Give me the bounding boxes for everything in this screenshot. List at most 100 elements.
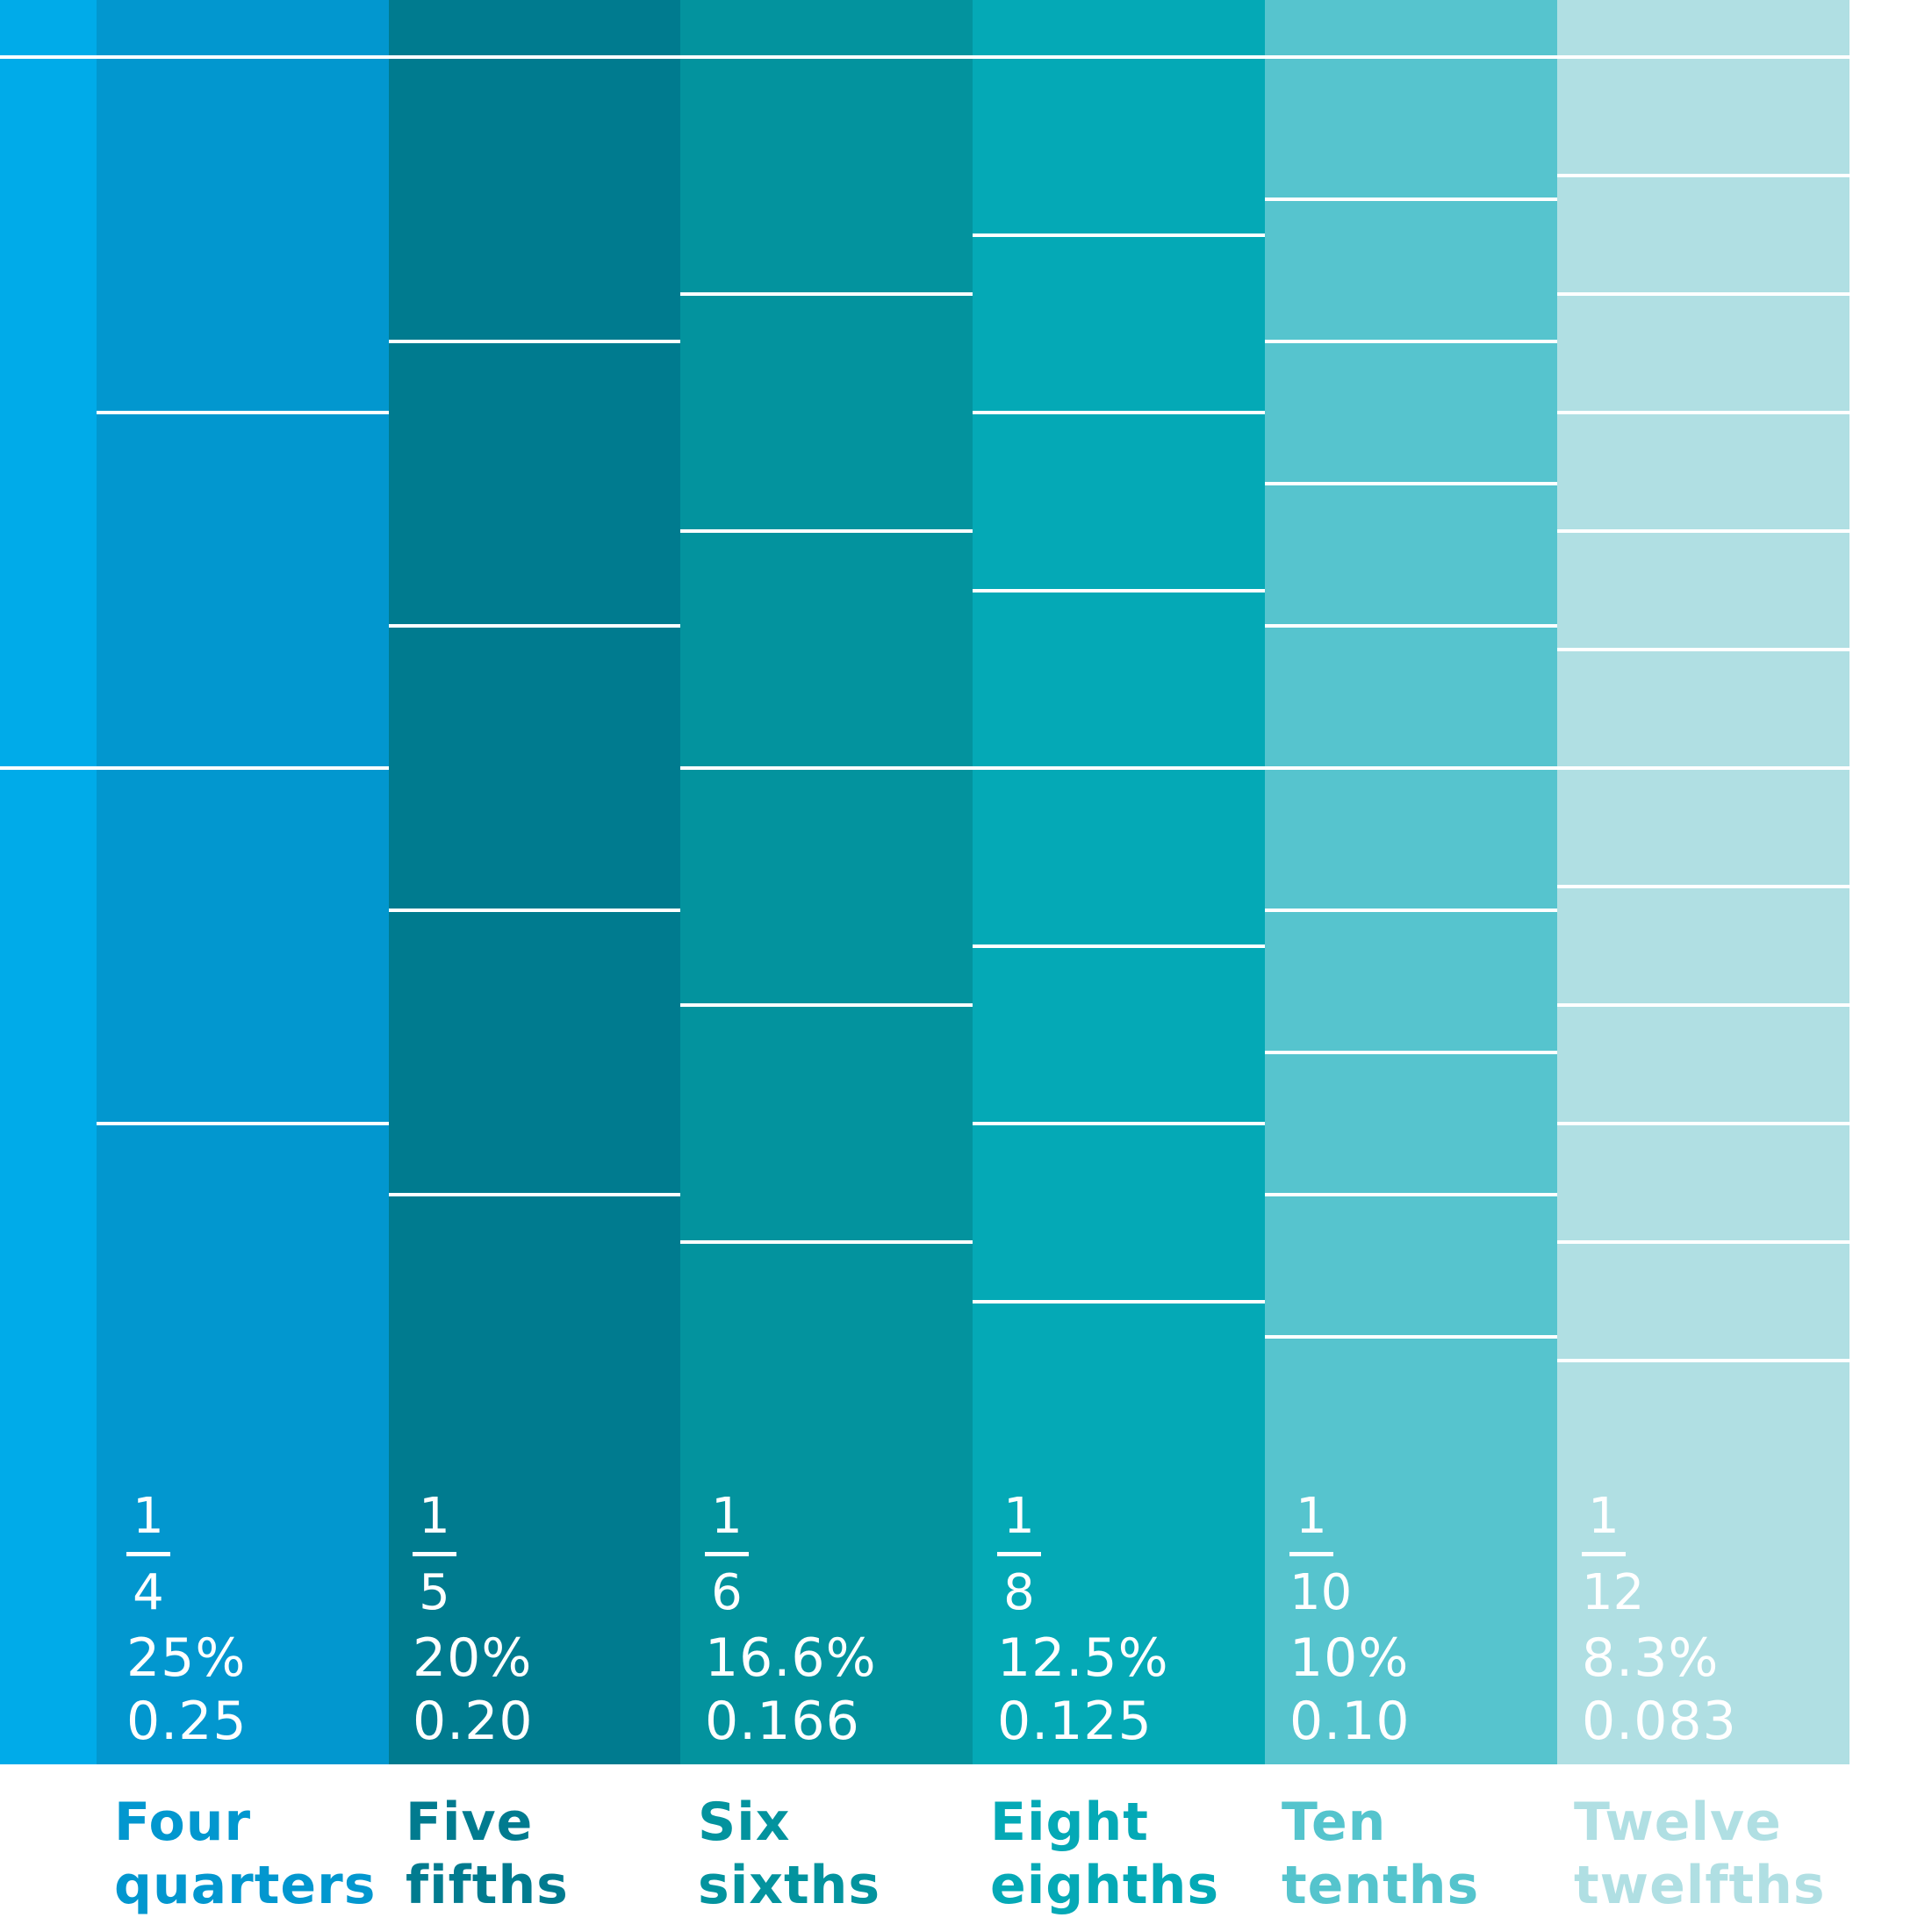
eighths-name-line2: eighths	[990, 1855, 1220, 1916]
twelfths-decimal: 0.083	[1582, 1691, 1737, 1752]
quarters-percent: 25%	[126, 1627, 247, 1689]
column-half	[0, 0, 97, 1764]
quarters-name-line2: quarters	[114, 1855, 377, 1916]
twelfths-divider	[1557, 885, 1849, 888]
quarters-divider	[97, 55, 389, 59]
eighths-label: 1 8 12.5% 0.125	[997, 1492, 1169, 1758]
tenths-label: 1 10 10% 0.10	[1289, 1492, 1411, 1758]
eighths-divider	[973, 233, 1265, 237]
eighths-denominator: 8	[1003, 1564, 1035, 1621]
sixths-divider	[680, 292, 973, 296]
eighths-divider	[973, 1300, 1265, 1304]
twelfths-name: Twelve twelfths	[1574, 1791, 1826, 1917]
eighths-percent: 12.5%	[997, 1627, 1169, 1689]
twelfths-divider	[1557, 1240, 1849, 1244]
column-eighths: 1 8 12.5% 0.125	[973, 0, 1265, 1764]
tenths-numerator: 1	[1296, 1488, 1327, 1545]
eighths-numerator: 1	[1003, 1488, 1035, 1545]
twelfths-label: 1 12 8.3% 0.083	[1582, 1492, 1737, 1758]
twelfths-name-line1: Twelve	[1574, 1792, 1782, 1853]
twelfths-divider	[1557, 411, 1849, 414]
quarters-denominator: 4	[133, 1564, 164, 1621]
sixths-numerator: 1	[711, 1488, 743, 1545]
twelfths-divider	[1557, 174, 1849, 177]
twelfths-divider	[1557, 648, 1849, 651]
quarters-decimal: 0.25	[126, 1691, 248, 1752]
tenths-divider	[1265, 909, 1557, 912]
sixths-name: Six sixths	[698, 1791, 880, 1917]
fifths-numerator: 1	[419, 1488, 450, 1545]
column-fifths: 1 5 20% 0.20	[389, 0, 680, 1764]
eighths-divider	[973, 944, 1265, 948]
eighths-decimal: 0.125	[997, 1691, 1153, 1752]
twelfths-fraction-bar	[1582, 1552, 1626, 1556]
tenths-divider	[1265, 766, 1557, 770]
tenths-divider	[1265, 198, 1557, 201]
tenths-percent: 10%	[1289, 1627, 1410, 1689]
quarters-fraction-bar	[126, 1552, 170, 1556]
fifths-divider	[389, 340, 680, 343]
eighths-divider	[973, 766, 1265, 770]
fifths-denominator: 5	[419, 1564, 450, 1621]
fifths-divider	[389, 55, 680, 59]
quarters-divider	[97, 1122, 389, 1125]
eighths-divider	[973, 589, 1265, 593]
column-tenths: 1 10 10% 0.10	[1265, 0, 1557, 1764]
fifths-name-line2: fifths	[406, 1855, 569, 1916]
sixths-fraction-bar	[705, 1552, 749, 1556]
tenths-fraction-bar	[1289, 1552, 1333, 1556]
eighths-name-line1: Eight	[990, 1792, 1149, 1853]
tenths-name-line2: tenths	[1282, 1855, 1480, 1916]
tenths-divider	[1265, 1051, 1557, 1054]
twelfths-divider	[1557, 766, 1849, 770]
quarters-divider	[97, 766, 389, 770]
tenths-denominator: 10	[1289, 1564, 1353, 1621]
sixths-decimal: 0.166	[705, 1691, 860, 1752]
fifths-divider	[389, 1193, 680, 1196]
twelfths-numerator: 1	[1588, 1488, 1620, 1545]
fifths-name: Five fifths	[406, 1791, 569, 1917]
quarters-name-line1: Four	[114, 1792, 252, 1853]
eighths-divider	[973, 411, 1265, 414]
quarters-name: Four quarters	[114, 1791, 376, 1917]
twelfths-divider	[1557, 1003, 1849, 1007]
tenths-divider	[1265, 482, 1557, 485]
half-divider	[0, 55, 97, 59]
column-sixths: 1 6 16.6% 0.166	[680, 0, 973, 1764]
column-twelfths: 1 12 8.3% 0.083	[1557, 0, 1849, 1764]
tenths-decimal: 0.10	[1289, 1691, 1411, 1752]
sixths-divider	[680, 1240, 973, 1244]
twelfths-divider	[1557, 292, 1849, 296]
sixths-percent: 16.6%	[705, 1627, 877, 1689]
eighths-name: Eight eighths	[990, 1791, 1219, 1917]
sixths-divider	[680, 1003, 973, 1007]
twelfths-divider	[1557, 55, 1849, 59]
twelfths-divider	[1557, 529, 1849, 533]
twelfths-denominator: 12	[1582, 1564, 1645, 1621]
tenths-divider	[1265, 340, 1557, 343]
tenths-name-line1: Ten	[1282, 1792, 1387, 1853]
twelfths-name-line2: twelfths	[1574, 1855, 1826, 1916]
eighths-divider	[973, 55, 1265, 59]
twelfths-percent: 8.3%	[1582, 1627, 1720, 1689]
fifths-name-line1: Five	[406, 1792, 534, 1853]
sixths-divider	[680, 766, 973, 770]
half-divider	[0, 766, 97, 770]
fifths-fraction-bar	[413, 1552, 456, 1556]
twelfths-divider	[1557, 1122, 1849, 1125]
eighths-fraction-bar	[997, 1552, 1041, 1556]
sixths-label: 1 6 16.6% 0.166	[705, 1492, 877, 1758]
tenths-divider	[1265, 1193, 1557, 1196]
sixths-name-line2: sixths	[698, 1855, 881, 1916]
fifths-decimal: 0.20	[413, 1691, 534, 1752]
fifths-divider	[389, 624, 680, 628]
twelfths-divider	[1557, 1359, 1849, 1362]
quarters-label: 1 4 25% 0.25	[126, 1492, 248, 1758]
column-quarters: 1 4 25% 0.25	[97, 0, 389, 1764]
sixths-denominator: 6	[711, 1564, 743, 1621]
quarters-divider	[97, 411, 389, 414]
fifths-label: 1 5 20% 0.20	[413, 1492, 534, 1758]
fifths-divider	[389, 909, 680, 912]
tenths-divider	[1265, 55, 1557, 59]
